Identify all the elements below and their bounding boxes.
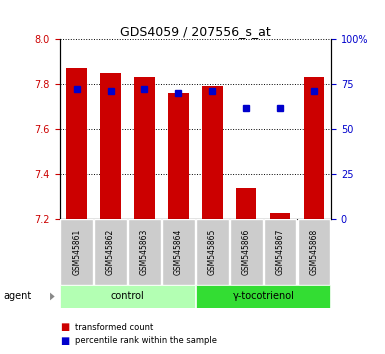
Bar [60, 285, 195, 308]
Text: ■: ■ [60, 336, 69, 346]
Text: ■: ■ [60, 322, 69, 332]
Bar [202, 86, 223, 219]
Text: GSM545867: GSM545867 [276, 229, 285, 275]
Bar [60, 219, 93, 285]
Text: GSM545866: GSM545866 [242, 229, 251, 275]
Bar [67, 68, 87, 219]
Bar [304, 77, 324, 219]
Text: γ-tocotrienol: γ-tocotrienol [232, 291, 294, 302]
Text: control: control [110, 291, 144, 302]
Bar [168, 93, 189, 219]
Text: GSM545861: GSM545861 [72, 229, 81, 275]
Title: GDS4059 / 207556_s_at: GDS4059 / 207556_s_at [120, 25, 271, 38]
Bar [162, 219, 195, 285]
Bar [298, 219, 330, 285]
Text: GSM545868: GSM545868 [310, 229, 319, 275]
Bar [264, 219, 296, 285]
Text: GSM545862: GSM545862 [106, 229, 115, 275]
Bar [134, 77, 155, 219]
Text: GSM545864: GSM545864 [174, 229, 183, 275]
Bar [94, 219, 127, 285]
Bar [196, 285, 330, 308]
Text: GSM545863: GSM545863 [140, 229, 149, 275]
Bar [236, 188, 256, 219]
Bar [196, 219, 229, 285]
Text: GSM545865: GSM545865 [208, 229, 217, 275]
Text: percentile rank within the sample: percentile rank within the sample [75, 336, 217, 345]
Text: transformed count: transformed count [75, 323, 153, 332]
Bar [270, 213, 290, 219]
Text: agent: agent [4, 291, 32, 302]
Bar [100, 73, 121, 219]
Bar [230, 219, 263, 285]
Bar [128, 219, 161, 285]
